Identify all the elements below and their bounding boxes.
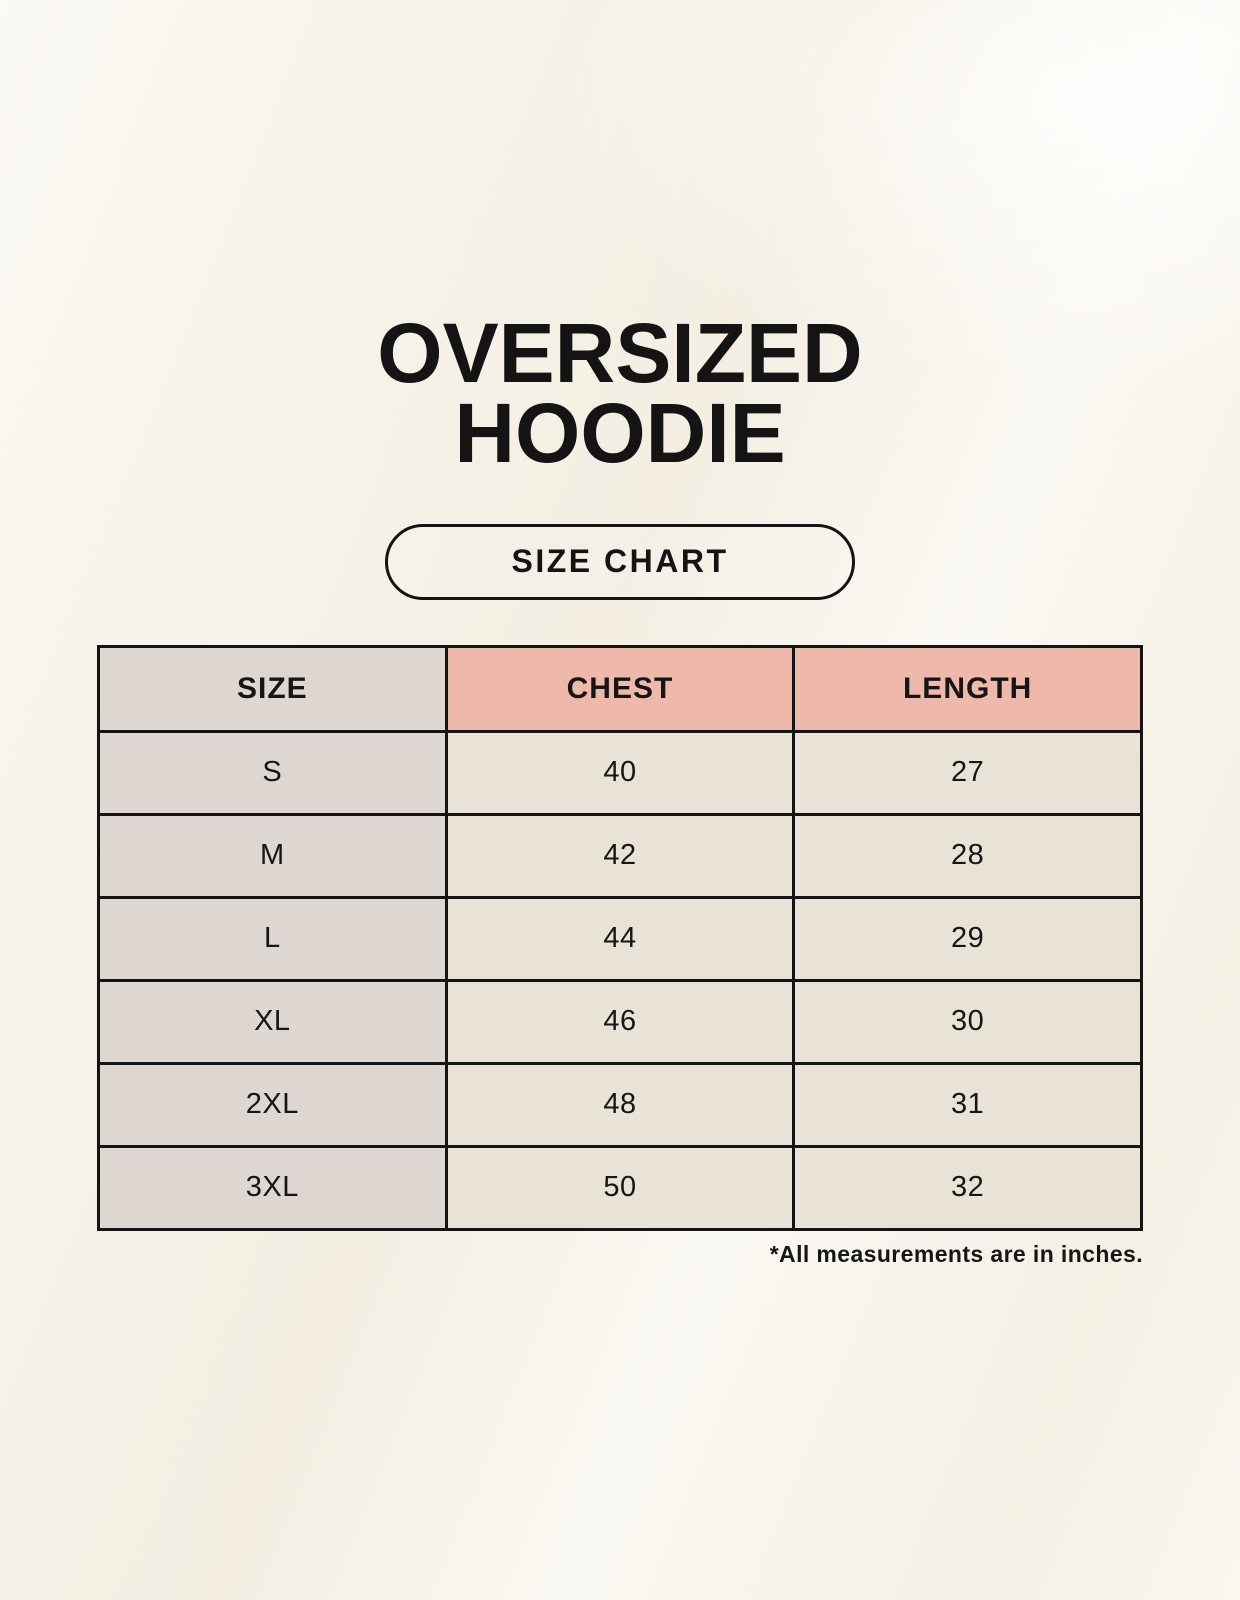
size-cell: 3XL: [97, 1144, 448, 1231]
chest-cell: 44: [444, 895, 796, 982]
length-cell: 28: [792, 812, 1143, 899]
length-cell: 29: [792, 895, 1143, 982]
size-cell: M: [97, 812, 448, 899]
table-row: M 42 28: [97, 812, 1143, 899]
size-chart-button[interactable]: SIZE CHART: [385, 523, 855, 600]
table-row: XL 46 30: [97, 978, 1143, 1065]
length-cell: 32: [792, 1144, 1143, 1231]
column-header-size: SIZE: [97, 644, 448, 733]
chest-cell: 48: [444, 1061, 796, 1148]
chest-cell: 42: [444, 812, 796, 899]
size-chart-button-label: SIZE CHART: [511, 543, 729, 580]
chest-cell: 50: [444, 1144, 796, 1231]
table-row: L 44 29: [97, 895, 1143, 982]
product-title-line1: OVERSIZED: [377, 306, 863, 400]
chest-cell: 46: [444, 978, 796, 1065]
table-row: 2XL 48 31: [97, 1061, 1143, 1148]
table-row: S 40 27: [97, 729, 1143, 816]
column-header-length: LENGTH: [792, 644, 1143, 733]
chest-cell: 40: [444, 729, 796, 816]
length-cell: 30: [792, 978, 1143, 1065]
table-header-row: SIZE CHEST LENGTH: [97, 644, 1143, 733]
size-chart-table: SIZE CHEST LENGTH S 40 27 M 42 28 L 44 2…: [97, 644, 1143, 1231]
column-header-chest: CHEST: [444, 644, 796, 733]
length-cell: 27: [792, 729, 1143, 816]
size-cell: L: [97, 895, 448, 982]
size-cell: 2XL: [97, 1061, 448, 1148]
product-title-line2: HOODIE: [454, 385, 786, 480]
measurements-footnote: *All measurements are in inches.: [769, 1240, 1143, 1267]
size-cell: XL: [97, 978, 448, 1065]
product-title: OVERSIZED HOODIE: [0, 0, 1240, 480]
size-cell: S: [97, 729, 448, 816]
table-row: 3XL 50 32: [97, 1144, 1143, 1231]
length-cell: 31: [792, 1061, 1143, 1148]
